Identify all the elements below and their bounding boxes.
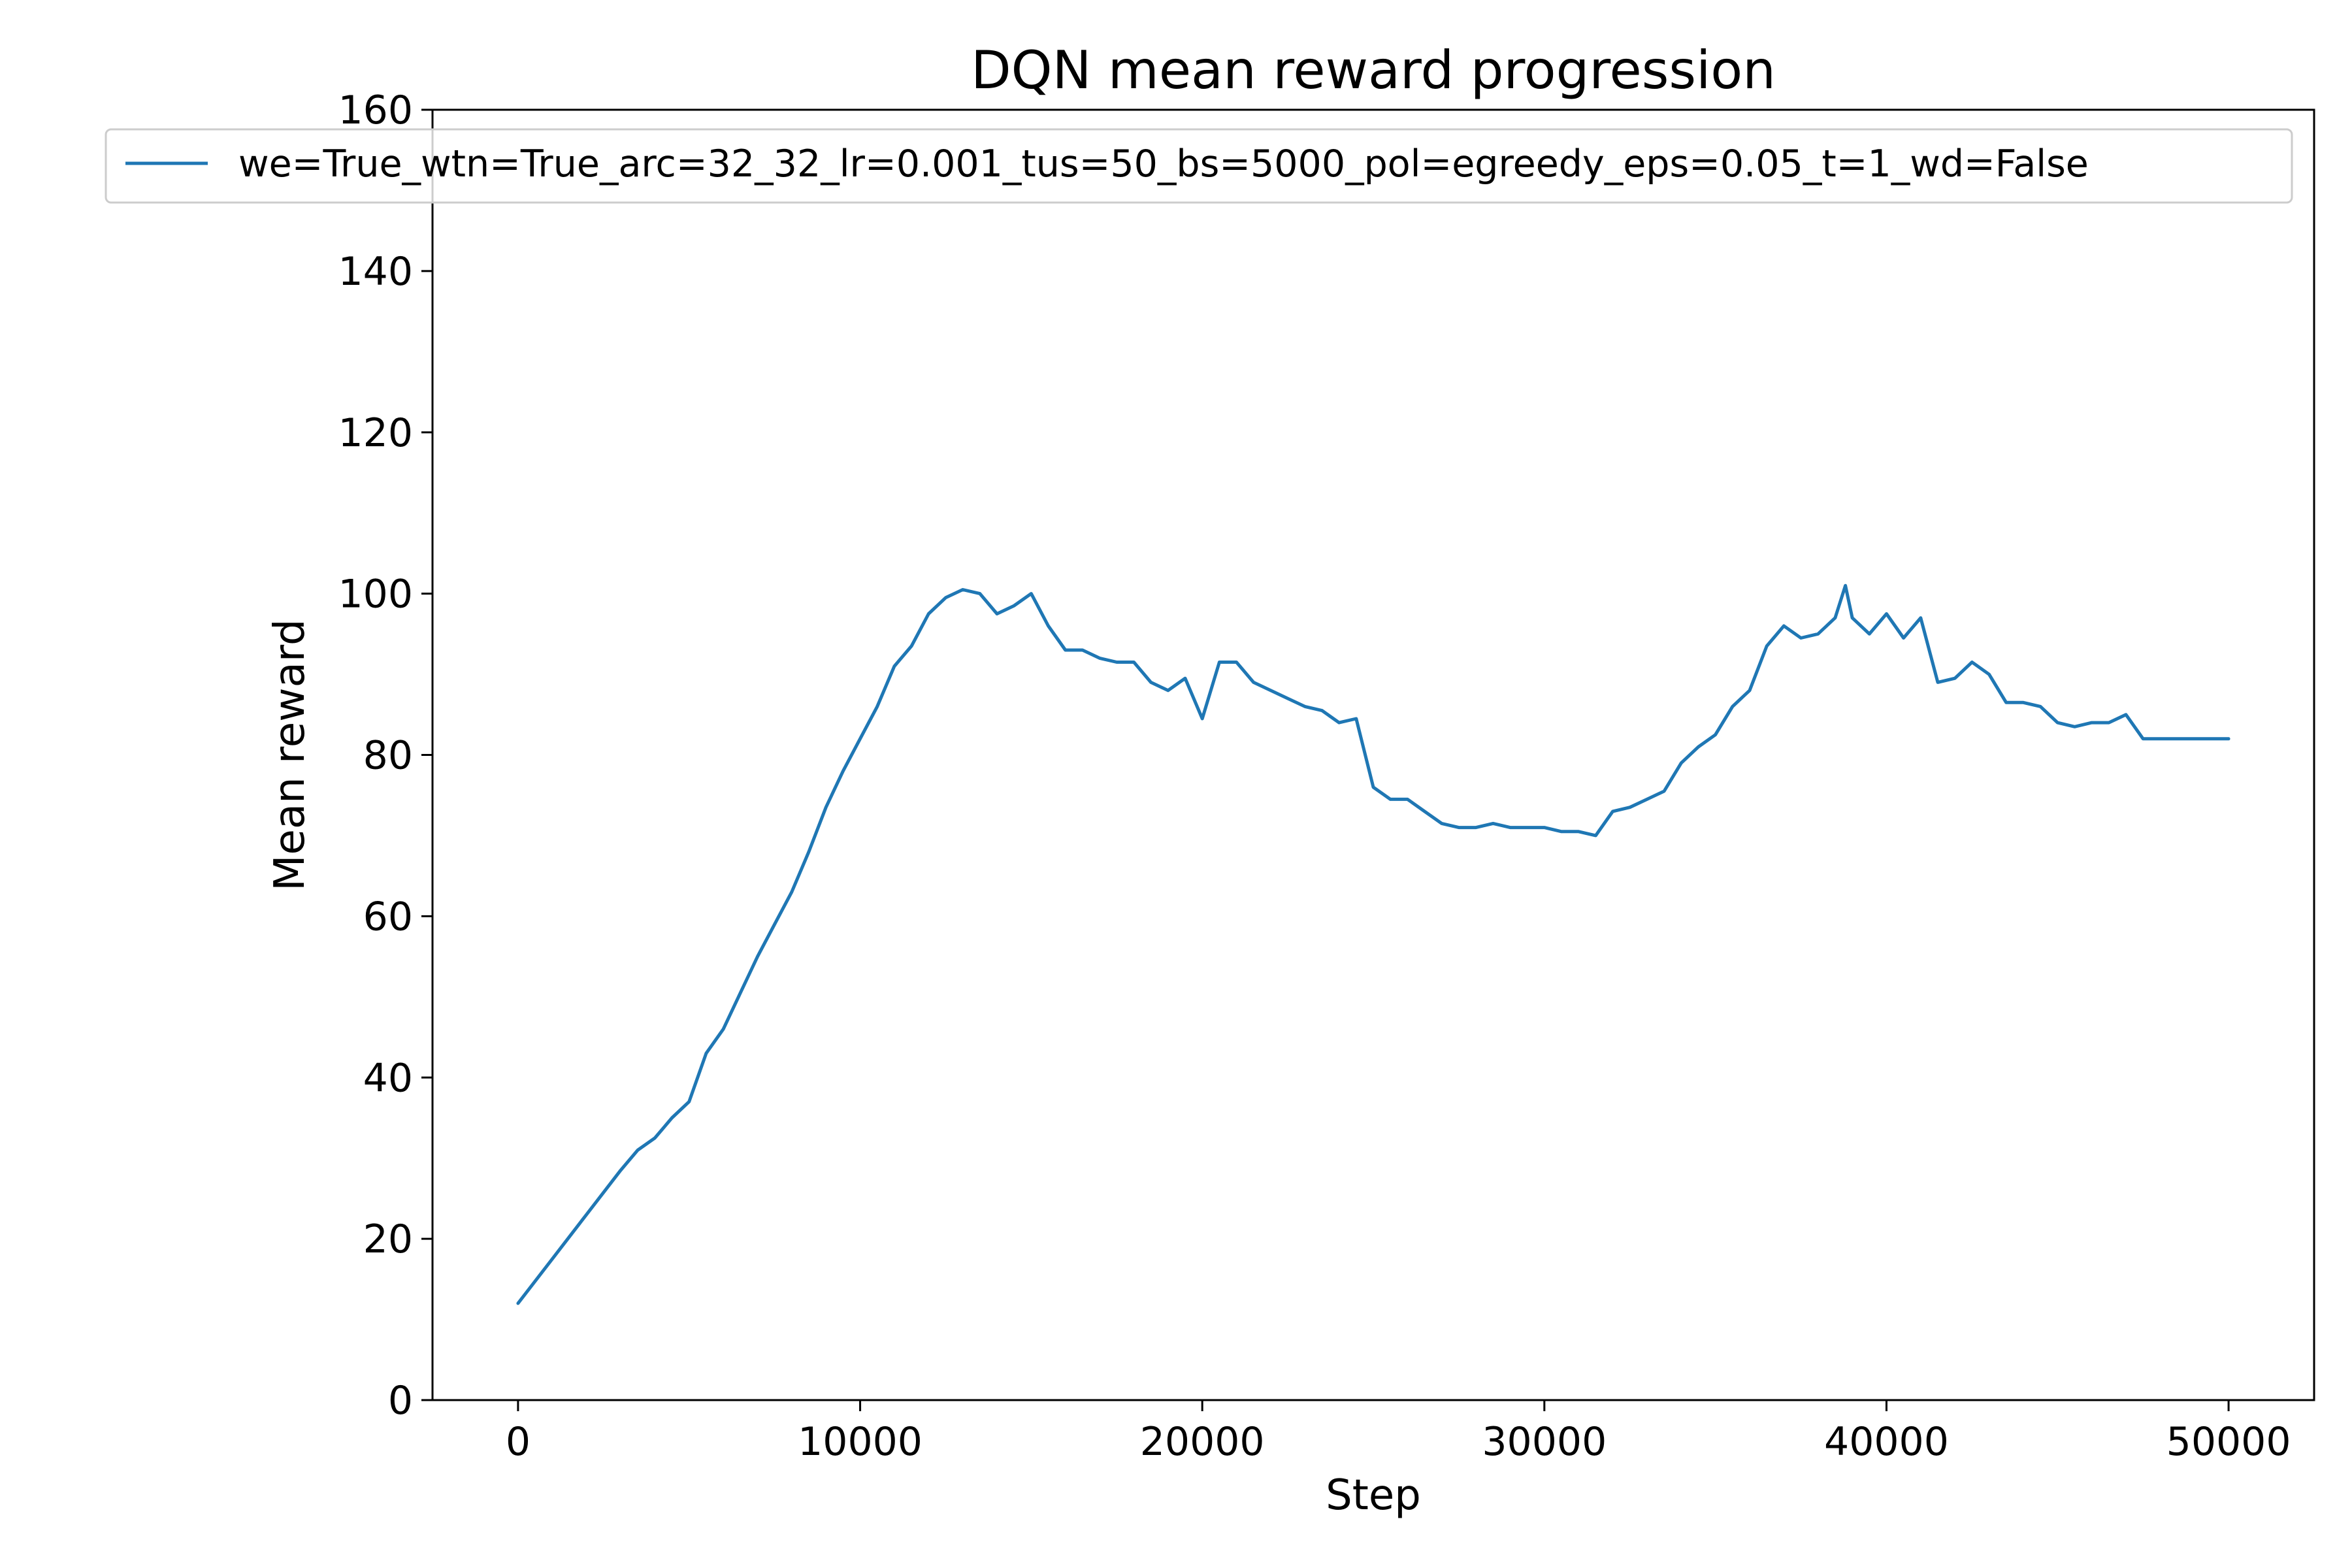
chart-title: DQN mean reward progression: [971, 40, 1776, 101]
y-tick-label: 100: [338, 572, 413, 617]
y-tick-label: 120: [338, 410, 413, 456]
y-axis: 0 20 40 60 80 100 120 140 160: [338, 88, 433, 1424]
series-line-0: [516, 583, 2230, 1305]
legend-box: [105, 128, 2293, 204]
y-tick-label: 20: [363, 1217, 413, 1262]
x-tick-label: 0: [506, 1419, 531, 1465]
plot-area-frame: [431, 108, 2315, 1401]
x-tick-label: 30000: [1482, 1419, 1607, 1465]
y-axis-title: Mean reward: [266, 619, 314, 890]
y-tick-label: 60: [363, 894, 413, 939]
legend: we=True_wtn=True_arc=32_32_lr=0.001_tus=…: [105, 128, 2293, 204]
y-tick-label: 80: [363, 733, 413, 779]
series-layer: [516, 583, 2230, 1305]
y-tick-label: 160: [338, 88, 413, 133]
x-tick-label: 40000: [1824, 1419, 1949, 1465]
y-tick-label: 0: [388, 1378, 413, 1424]
x-axis-title: Step: [1326, 1471, 1421, 1520]
y-tick-label: 40: [363, 1055, 413, 1101]
x-tick-label: 10000: [798, 1419, 923, 1465]
y-tick-label: 140: [338, 249, 413, 295]
x-axis: 0 10000 20000 30000 40000 50000: [506, 1400, 2291, 1465]
x-tick-label: 20000: [1140, 1419, 1265, 1465]
x-tick-label: 50000: [2166, 1419, 2291, 1465]
legend-entry-label: we=True_wtn=True_arc=32_32_lr=0.001_tus=…: [238, 142, 2089, 186]
